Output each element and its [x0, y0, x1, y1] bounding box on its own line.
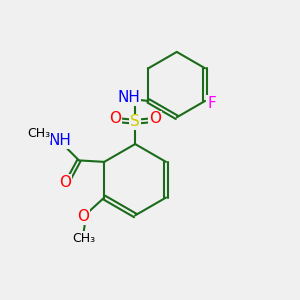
- Text: NH: NH: [48, 133, 71, 148]
- Text: S: S: [130, 114, 140, 129]
- Text: CH₃: CH₃: [27, 127, 50, 140]
- Text: O: O: [109, 111, 121, 126]
- Text: O: O: [77, 209, 89, 224]
- Text: CH₃: CH₃: [72, 232, 95, 245]
- Text: NH: NH: [117, 91, 140, 106]
- Text: O: O: [59, 175, 71, 190]
- Text: O: O: [149, 111, 161, 126]
- Text: F: F: [207, 96, 216, 111]
